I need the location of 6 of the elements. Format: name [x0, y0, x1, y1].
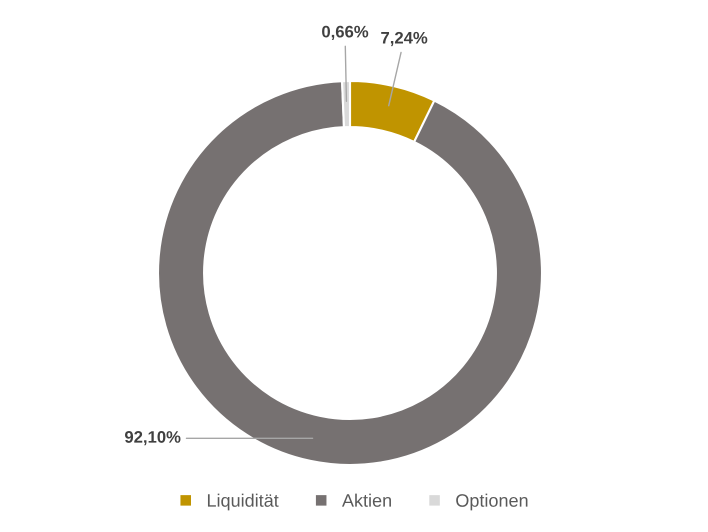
legend-label: Aktien — [342, 494, 391, 507]
data-label: 7,24% — [381, 32, 428, 46]
data-label: 92,10% — [124, 431, 180, 446]
legend-label: Optionen — [456, 494, 528, 510]
legend-label: Liquidität — [208, 494, 279, 510]
data-label: 0,66% — [322, 26, 368, 40]
